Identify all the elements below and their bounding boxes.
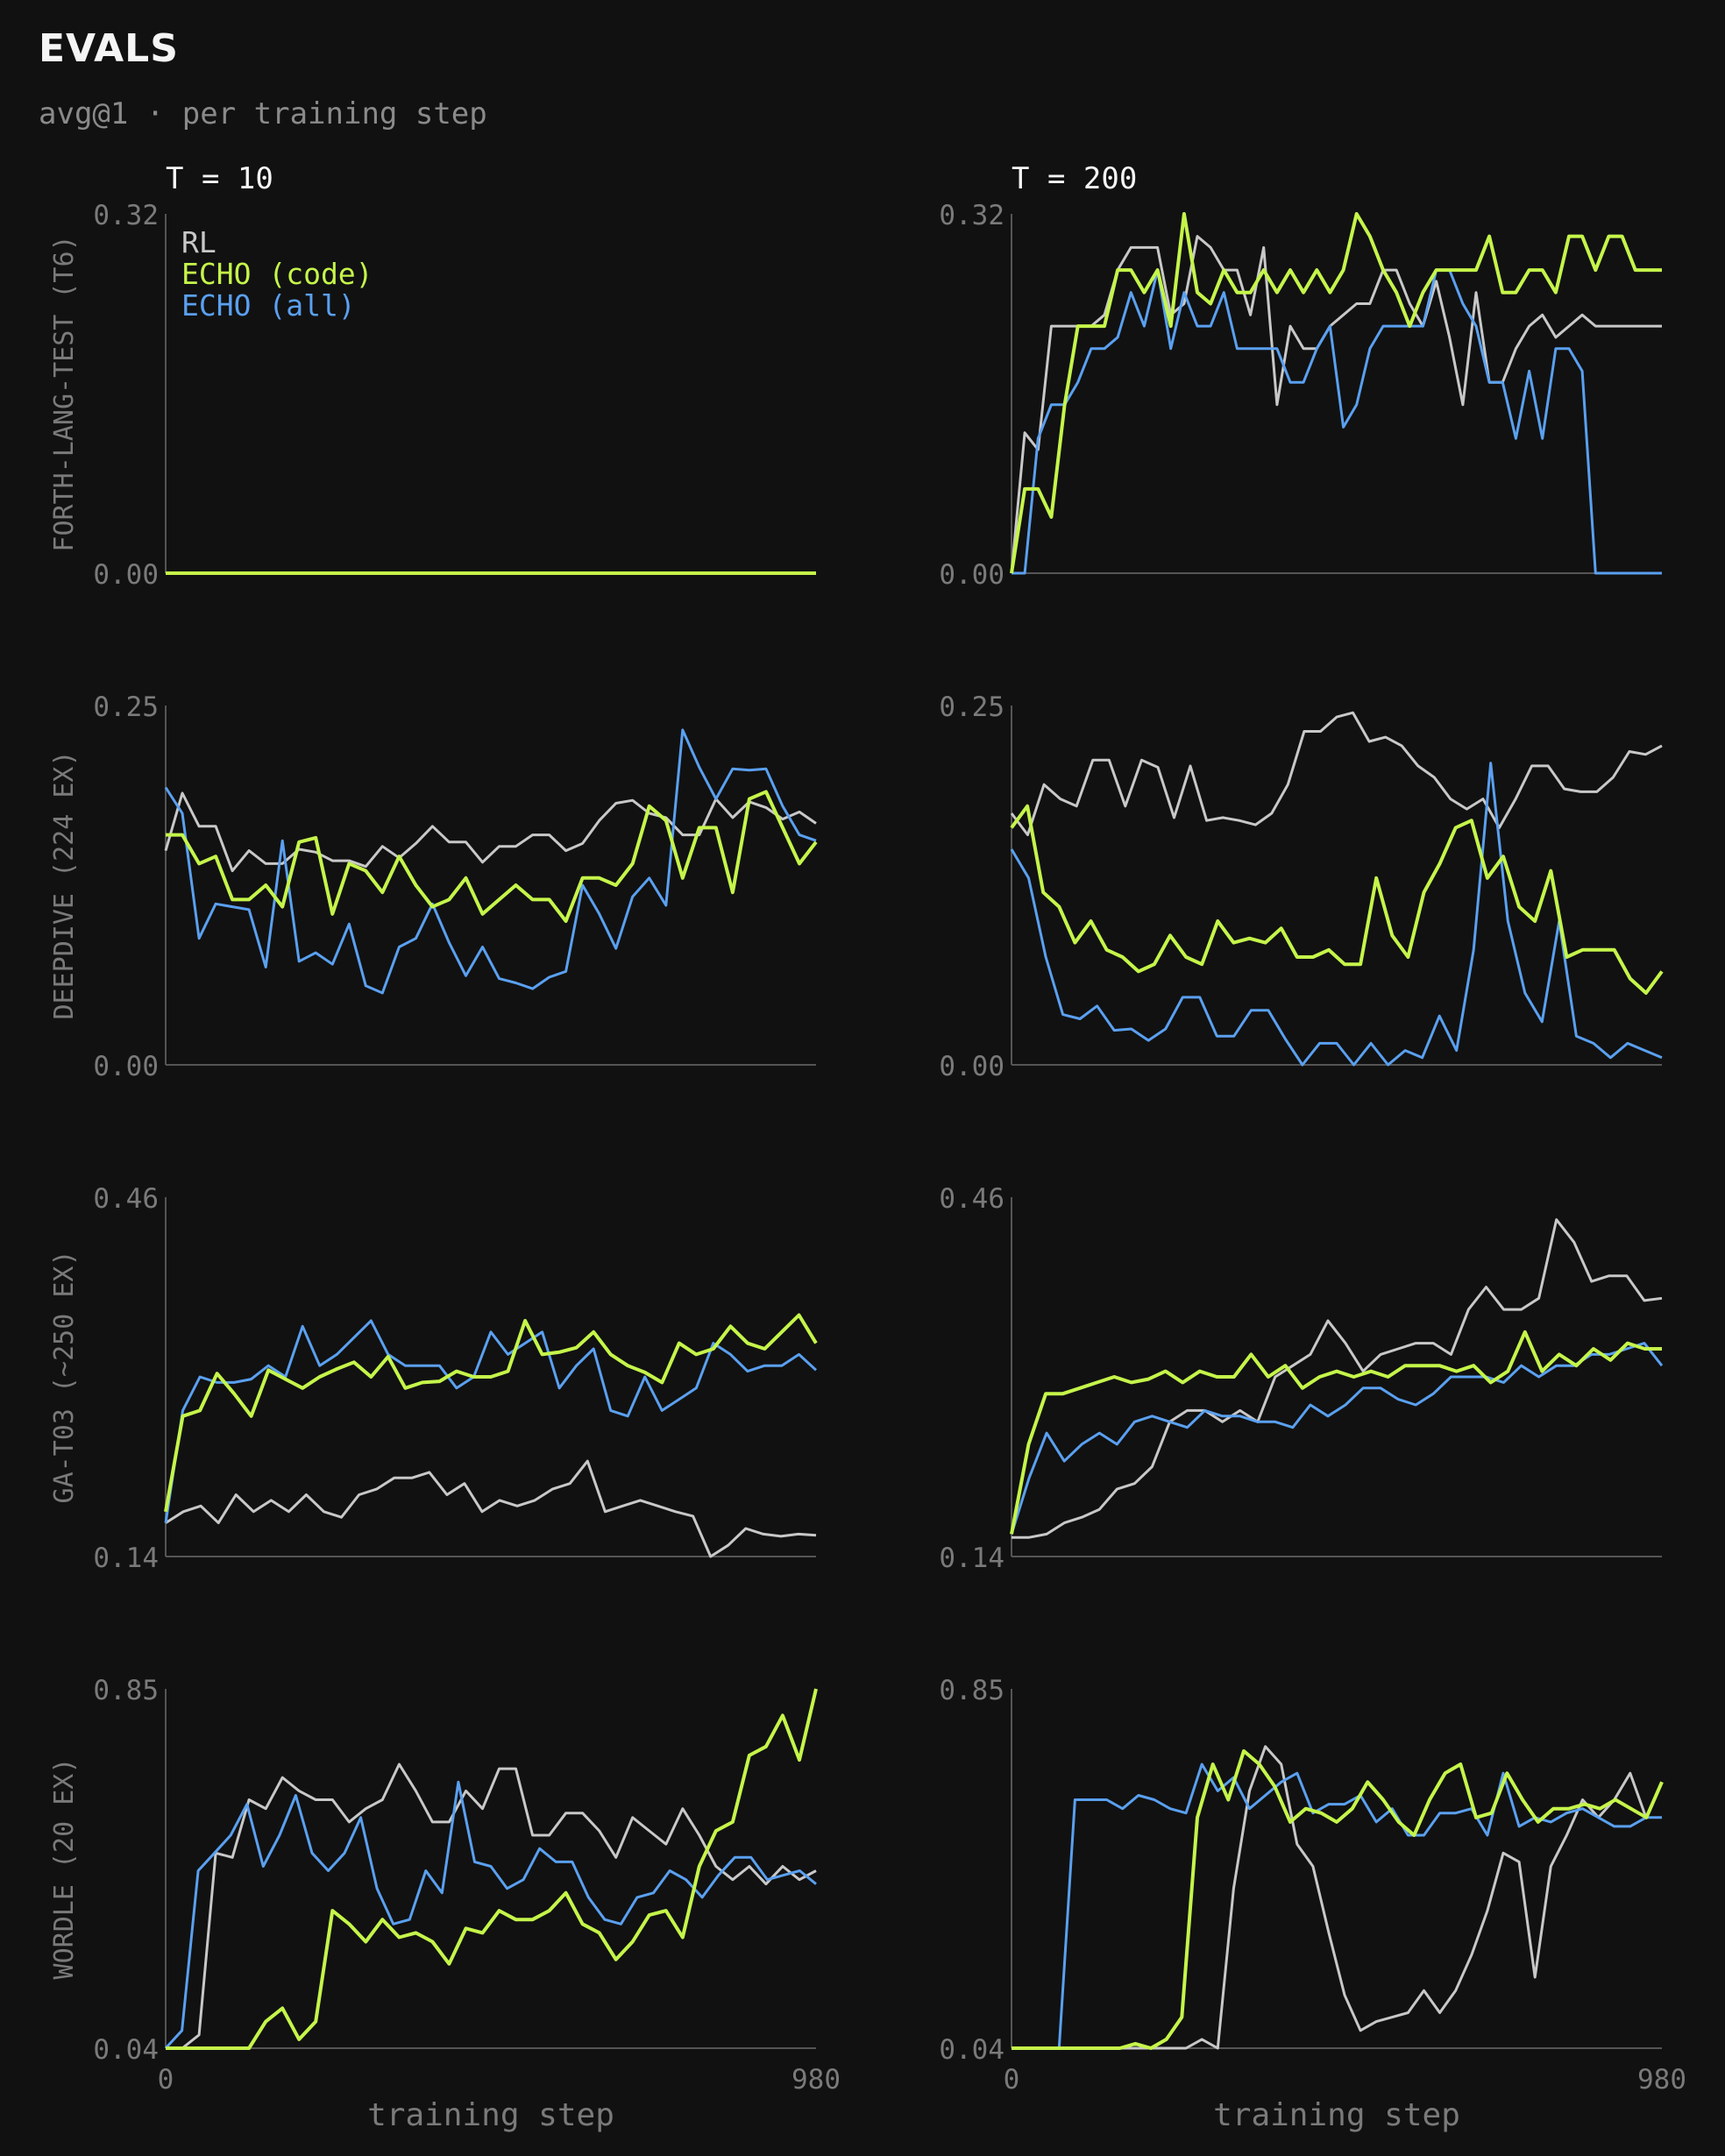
y-tick-label: 0.85 xyxy=(93,1675,159,1706)
x-tick-label: 0 xyxy=(1004,2064,1020,2096)
y-tick-label: 0.14 xyxy=(939,1543,1004,1574)
row-label-deepdive-224-ex: DEEPDIVE (224 EX) xyxy=(49,750,80,1019)
y-tick-label: 0.32 xyxy=(93,200,159,231)
y-tick-label: 0.46 xyxy=(93,1183,159,1215)
x-axis-label: training step xyxy=(1213,2097,1460,2133)
series-line-rl xyxy=(166,1762,817,2050)
y-tick-label: 0.00 xyxy=(939,1051,1004,1082)
series-line-rl xyxy=(1010,711,1663,837)
series-line-echo-code xyxy=(166,1688,818,2050)
legend-entry-rl: RL xyxy=(181,225,217,259)
y-tick-label: 0.04 xyxy=(939,2034,1004,2066)
series-line-echo-all xyxy=(164,728,817,995)
series-line-echo-all xyxy=(1010,1342,1664,1535)
series-line-echo-all xyxy=(1012,268,1662,575)
series-line-echo-code xyxy=(1010,1330,1662,1535)
y-tick-label: 0.00 xyxy=(939,559,1004,591)
row-label-forth-lang-test-t6: FORTH-LANG-TEST (T6) xyxy=(49,235,80,551)
x-tick-label: 980 xyxy=(792,2064,841,2096)
x-tick-label: 980 xyxy=(1637,2064,1686,2096)
page-subtitle: avg@1 · per training step xyxy=(39,96,487,131)
series-line-echo-code xyxy=(1010,212,1662,574)
series-line-echo-all xyxy=(1012,1762,1662,2050)
x-axis-label: training step xyxy=(367,2097,614,2133)
series-line-echo-all xyxy=(164,1780,817,2050)
page-title: EVALS xyxy=(39,26,179,71)
row-label-ga-t03-250-ex: GA-T03 (~250 EX) xyxy=(49,1251,80,1504)
series-line-echo-code xyxy=(166,790,818,923)
series-line-rl xyxy=(1012,1745,1664,2050)
series-line-rl xyxy=(1012,1218,1663,1539)
y-tick-label: 0.85 xyxy=(939,1675,1004,1706)
series-line-rl xyxy=(1010,235,1662,574)
y-tick-label: 0.00 xyxy=(93,1051,159,1082)
y-tick-label: 0.04 xyxy=(93,2034,159,2066)
column-title-t-200: T = 200 xyxy=(1012,161,1137,196)
y-tick-label: 0.25 xyxy=(93,691,159,723)
y-tick-label: 0.25 xyxy=(939,691,1004,723)
y-tick-label: 0.32 xyxy=(939,200,1004,231)
series-line-rl xyxy=(165,1459,817,1558)
y-tick-label: 0.14 xyxy=(93,1543,159,1574)
column-title-t-10: T = 10 xyxy=(166,161,273,196)
series-line-echo-all xyxy=(164,1319,818,1523)
series-line-echo-code xyxy=(1010,804,1664,995)
x-tick-label: 0 xyxy=(158,2064,174,2096)
series-line-echo-code xyxy=(1012,1748,1664,2050)
row-label-wordle-20-ex: WORDLE (20 EX) xyxy=(49,1758,80,1980)
y-tick-label: 0.46 xyxy=(939,1183,1004,1215)
y-tick-label: 0.00 xyxy=(93,559,159,591)
series-line-echo-code xyxy=(164,1313,818,1513)
series-line-echo-all xyxy=(1010,762,1663,1067)
legend-entry-echo-all: ECHO (all) xyxy=(181,288,356,323)
legend-entry-echo-code: ECHO (code) xyxy=(181,257,373,291)
series-line-rl xyxy=(164,791,817,873)
